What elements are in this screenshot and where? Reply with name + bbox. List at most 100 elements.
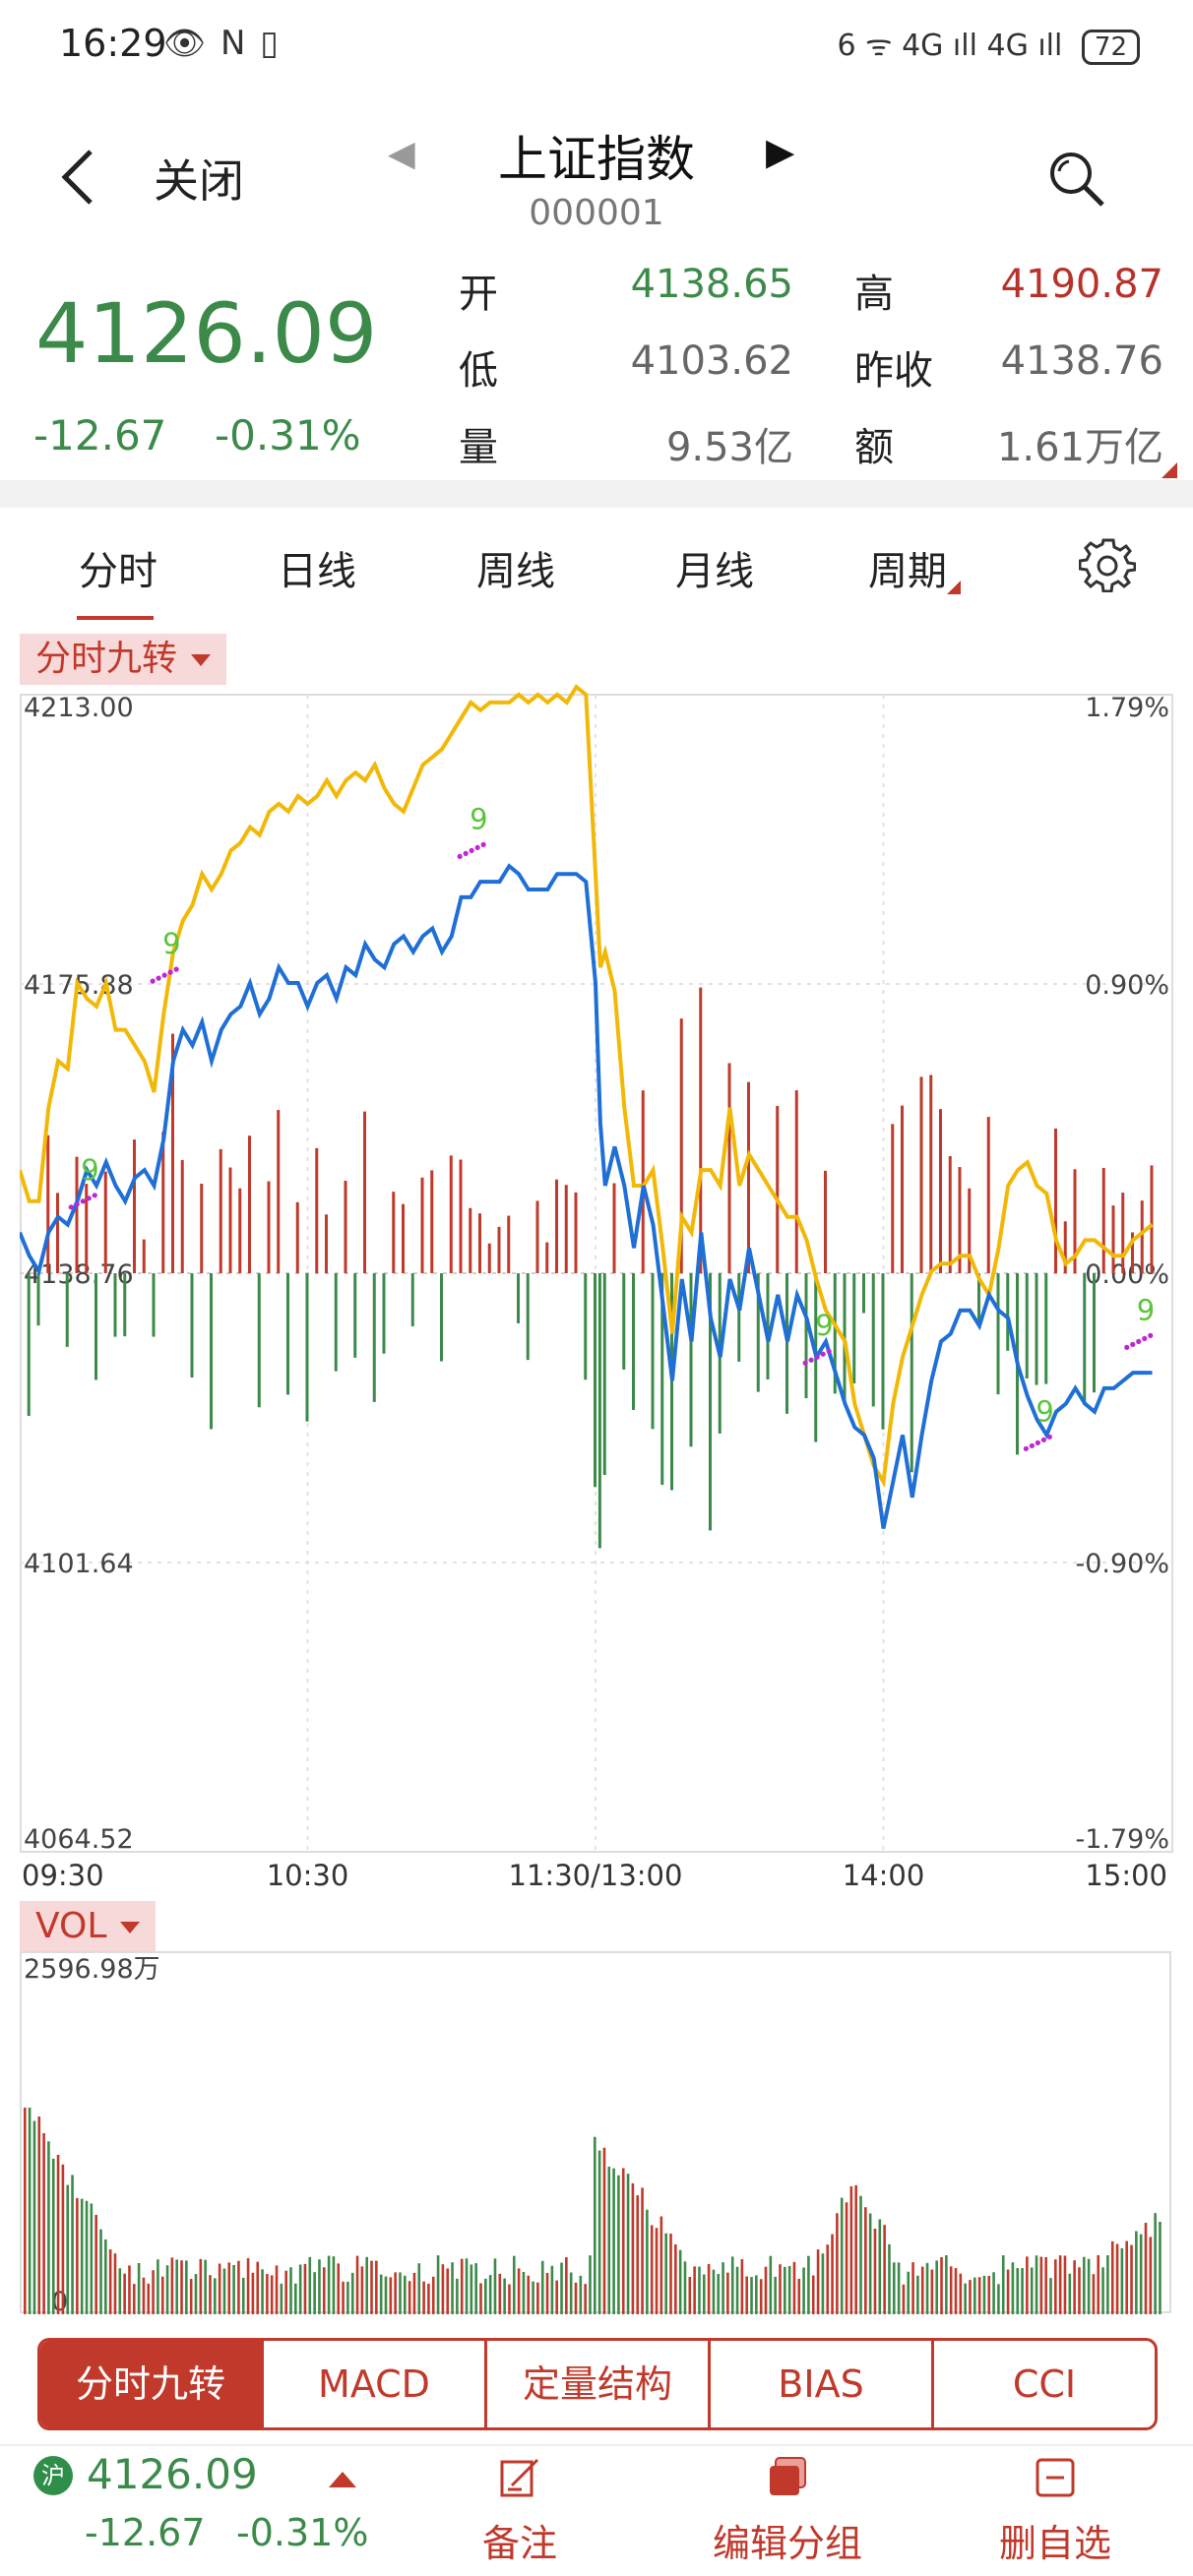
volume-bar [175, 2259, 178, 2314]
nine-turn-dot [74, 1201, 80, 1207]
volume-bar [740, 2259, 744, 2314]
down-bar [410, 1273, 414, 1326]
volume-bar [350, 2272, 354, 2314]
volume-bar [997, 2284, 1000, 2314]
remove-watchlist-button[interactable]: 删自选 [957, 2456, 1154, 2567]
volume-bar [422, 2281, 425, 2314]
volume-bar [550, 2265, 554, 2314]
volume-bar [270, 2275, 274, 2314]
down-bar [804, 1273, 808, 1399]
up-bar [747, 1081, 750, 1273]
up-bar [295, 1201, 299, 1273]
volume-bar [417, 2263, 421, 2314]
down-bar [382, 1273, 386, 1354]
up-bar [1140, 1200, 1144, 1273]
volume-bar [878, 2219, 882, 2314]
tab-weekly[interactable]: 周线 [476, 549, 555, 594]
tab-period[interactable]: 周期 [868, 549, 947, 594]
previous-stock-arrow-icon[interactable]: ◀ [388, 134, 415, 174]
status-signal-icons: 6 ᯤ 4G ıll 4G ıll 72 [838, 24, 1140, 65]
indicator-tab-quant-structure[interactable]: 定量结构 [487, 2341, 711, 2427]
volume-bar [722, 2262, 724, 2314]
volume-bar [199, 2258, 203, 2314]
up-bar [267, 1181, 271, 1273]
volume-bar [678, 2249, 682, 2314]
back-arrow-icon[interactable] [55, 148, 104, 207]
down-bar [1006, 1273, 1010, 1351]
volume-bar [408, 2281, 411, 2314]
volume-bar [431, 2276, 435, 2314]
volume-bar [209, 2275, 212, 2314]
edit-group-button[interactable]: 编辑分组 [689, 2456, 886, 2567]
volume-bar [726, 2272, 729, 2314]
volume-bar [42, 2132, 45, 2314]
tab-monthly[interactable]: 月线 [675, 549, 754, 594]
down-bar [353, 1273, 357, 1358]
indicator-tab-bias[interactable]: BIAS [711, 2341, 934, 2427]
y-left-tick-label: 4213.00 [24, 693, 134, 723]
volume-bar [982, 2275, 986, 2314]
down-bar [996, 1273, 1000, 1395]
up-bar [56, 1193, 59, 1273]
volume-bar [365, 2256, 368, 2314]
down-bar [440, 1273, 443, 1362]
intraday-chart[interactable]: 4213.004175.884138.764101.644064.521.79%… [20, 683, 1173, 1895]
volume-bar [1087, 2258, 1091, 2314]
volume-bar [1054, 2259, 1057, 2314]
battery-icon: 72 [1081, 30, 1140, 65]
y-right-tick-label: -0.90% [1075, 1549, 1169, 1579]
down-bar [1044, 1273, 1048, 1384]
down-bar [305, 1273, 309, 1422]
search-icon[interactable] [1045, 148, 1108, 211]
volume-bar [194, 2274, 198, 2314]
up-bar [103, 1171, 107, 1273]
volume-bar [384, 2276, 388, 2314]
expand-up-arrow-icon[interactable] [329, 2472, 356, 2487]
volume-bar [902, 2284, 906, 2314]
volume-bar [774, 2276, 777, 2314]
period-dropdown-corner-icon [947, 581, 961, 594]
volume-bar [261, 2269, 264, 2314]
up-bar [929, 1074, 933, 1273]
volume-bar [797, 2278, 801, 2314]
indicator-tab-nine-turn[interactable]: 分时九转 [40, 2341, 264, 2427]
average-line [20, 684, 1154, 1488]
volume-bar [1073, 2260, 1076, 2314]
up-bar [459, 1159, 463, 1273]
volume-bar [1082, 2256, 1086, 2314]
tab-daily[interactable]: 日线 [278, 549, 356, 594]
gear-icon[interactable] [1078, 535, 1137, 593]
volume-bar [185, 2260, 188, 2314]
next-stock-arrow-icon[interactable]: ▶ [766, 130, 795, 173]
indicator-tab-cci[interactable]: CCI [1012, 2362, 1077, 2406]
nine-turn-label: 9 [470, 802, 487, 835]
up-bar [948, 1156, 952, 1273]
volume-bar [545, 2272, 549, 2314]
nine-turn-dot [1046, 1434, 1052, 1440]
nine-turn-dot [1142, 1335, 1148, 1341]
volume-indicator-selector[interactable]: VOL [20, 1901, 157, 1952]
nine-turn-dot [826, 1348, 832, 1354]
volume-bar [118, 2268, 122, 2314]
note-button[interactable]: 备注 [421, 2456, 618, 2567]
up-bar [238, 1188, 242, 1273]
up-bar [219, 1148, 222, 1273]
close-button[interactable]: 关闭 [154, 154, 244, 208]
volume-bar [1125, 2240, 1128, 2314]
expand-corner-icon[interactable] [1162, 462, 1177, 478]
down-bar [833, 1273, 837, 1394]
volume-bar [717, 2274, 721, 2314]
x-tick-label: 14:00 [843, 1859, 925, 1892]
indicator-tab-macd[interactable]: MACD [264, 2341, 487, 2427]
volume-bar [342, 2281, 345, 2314]
volume-bar [826, 2244, 830, 2314]
volume-bar [237, 2260, 240, 2314]
indicator-selector[interactable]: 分时九转 [20, 634, 227, 685]
up-bar [891, 1124, 895, 1273]
down-bar [36, 1273, 40, 1326]
volume-bar [597, 2150, 601, 2314]
volume-bar [170, 2257, 174, 2314]
volume-bar [1006, 2269, 1010, 2314]
tab-intraday[interactable]: 分时 [79, 549, 157, 594]
